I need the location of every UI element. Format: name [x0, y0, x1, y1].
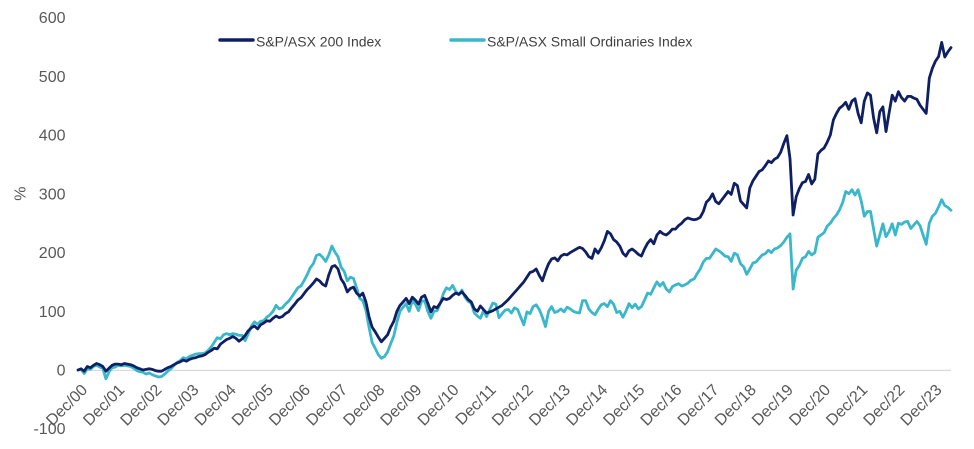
svg-text:500: 500: [39, 69, 66, 86]
svg-text:-100: -100: [33, 421, 65, 438]
svg-text:100: 100: [39, 304, 66, 321]
svg-text:400: 400: [39, 128, 66, 145]
svg-text:200: 200: [39, 245, 66, 262]
svg-text:S&P/ASX Small Ordinaries Index: S&P/ASX Small Ordinaries Index: [487, 33, 692, 49]
svg-text:S&P/ASX 200 Index: S&P/ASX 200 Index: [256, 33, 381, 49]
svg-text:600: 600: [39, 10, 66, 27]
svg-text:%: %: [13, 186, 30, 200]
svg-text:0: 0: [57, 363, 66, 380]
svg-text:300: 300: [39, 186, 66, 203]
